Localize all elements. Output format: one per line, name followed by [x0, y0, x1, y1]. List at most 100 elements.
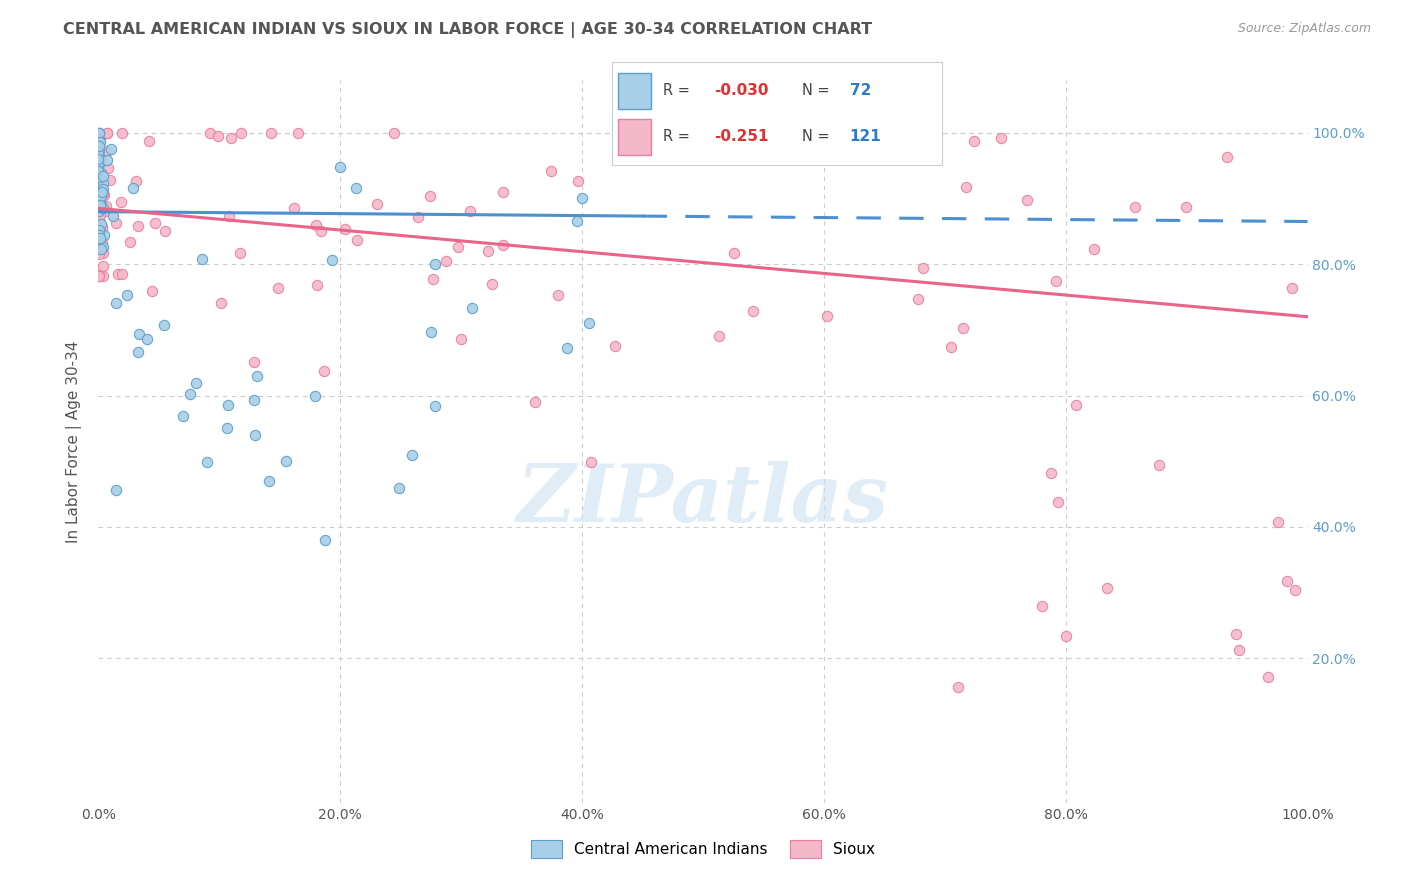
Point	[184, 376, 207, 390]
Point	[136, 332, 159, 346]
Point	[87, 178, 110, 193]
Point	[87, 268, 110, 283]
Point	[1046, 495, 1069, 509]
Point	[100, 173, 122, 187]
Text: N =: N =	[801, 83, 834, 98]
Text: -0.030: -0.030	[714, 83, 769, 98]
Point	[547, 288, 569, 302]
Point	[87, 231, 110, 245]
Point	[382, 126, 405, 140]
Point	[1149, 458, 1171, 473]
Bar	[619, 73, 651, 109]
Point	[195, 455, 218, 469]
Point	[87, 198, 110, 212]
Point	[87, 164, 110, 178]
Point	[305, 218, 328, 232]
Point	[952, 321, 974, 335]
Point	[1284, 582, 1306, 597]
Point	[87, 152, 110, 166]
Point	[314, 533, 336, 547]
Point	[939, 340, 962, 354]
Point	[89, 208, 111, 222]
Point	[567, 174, 589, 188]
Point	[91, 182, 114, 196]
Point	[87, 222, 110, 236]
Point	[423, 400, 446, 414]
Point	[138, 134, 160, 148]
Point	[492, 185, 515, 199]
Point	[1216, 151, 1239, 165]
Point	[209, 296, 232, 310]
Point	[346, 234, 368, 248]
Point	[207, 128, 229, 143]
Point	[94, 204, 117, 219]
Point	[815, 309, 838, 323]
Point	[565, 214, 588, 228]
Point	[458, 203, 481, 218]
Point	[110, 195, 132, 210]
Point	[190, 252, 212, 267]
Point	[321, 252, 343, 267]
Point	[962, 134, 984, 148]
Point	[115, 288, 138, 302]
Point	[89, 269, 111, 284]
Point	[1267, 515, 1289, 529]
Point	[90, 168, 112, 182]
Point	[91, 201, 114, 215]
Point	[87, 238, 110, 252]
Point	[581, 455, 603, 469]
Point	[93, 188, 115, 202]
Point	[89, 153, 111, 167]
Legend: Central American Indians, Sioux: Central American Indians, Sioux	[524, 834, 882, 863]
Point	[91, 176, 114, 190]
Point	[283, 201, 305, 215]
Point	[492, 237, 515, 252]
Point	[104, 483, 127, 497]
Point	[93, 260, 115, 274]
Point	[91, 245, 114, 260]
Point	[125, 174, 148, 188]
Point	[111, 267, 134, 281]
Point	[87, 150, 110, 164]
Bar	[619, 119, 651, 155]
Text: ZIPatlas: ZIPatlas	[517, 460, 889, 538]
Point	[1045, 274, 1067, 288]
Point	[107, 268, 129, 282]
Point	[1227, 643, 1250, 657]
Point	[215, 421, 238, 435]
Point	[89, 144, 111, 158]
Point	[101, 209, 124, 223]
Point	[246, 368, 269, 383]
Point	[127, 344, 149, 359]
Point	[89, 155, 111, 169]
Point	[419, 189, 441, 203]
Point	[96, 153, 118, 167]
Point	[460, 301, 482, 315]
Point	[91, 269, 114, 284]
Point	[90, 217, 112, 231]
Text: 121: 121	[849, 129, 882, 145]
Point	[267, 281, 290, 295]
Point	[1066, 398, 1088, 412]
Point	[200, 126, 222, 140]
Point	[87, 126, 110, 140]
Point	[96, 144, 118, 158]
Point	[287, 126, 309, 140]
Point	[121, 181, 143, 195]
Point	[1083, 242, 1105, 256]
Point	[344, 181, 367, 195]
Point	[425, 257, 447, 271]
Point	[946, 680, 969, 694]
Point	[990, 131, 1012, 145]
Point	[231, 126, 253, 140]
Point	[907, 292, 929, 306]
Point	[309, 224, 332, 238]
Point	[87, 213, 110, 227]
Point	[434, 254, 457, 268]
Point	[118, 235, 141, 250]
Point	[87, 236, 110, 251]
Point	[1040, 466, 1063, 480]
Point	[143, 216, 166, 230]
Point	[153, 318, 176, 332]
Point	[406, 210, 429, 224]
